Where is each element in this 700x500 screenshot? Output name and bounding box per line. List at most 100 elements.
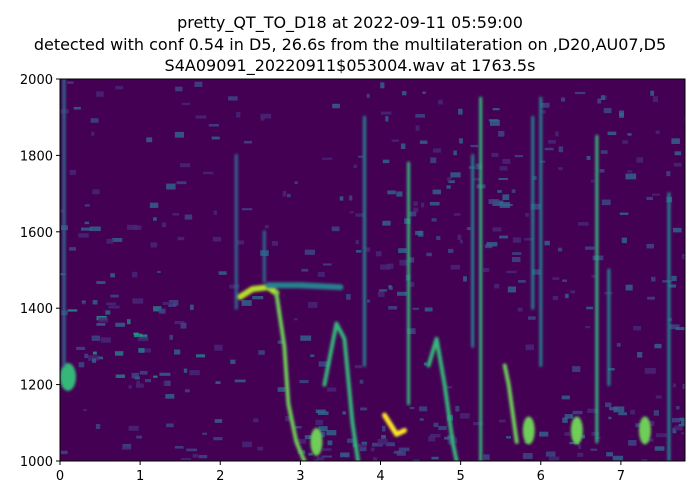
spectrogram-cell [371,442,383,447]
spectrogram-cell [133,333,143,338]
spectrogram-cell [214,419,223,423]
spectrogram-cell [388,306,398,310]
spectrogram-cell [561,395,570,400]
spectrogram-cell [499,235,508,239]
spectrogram-cell [293,318,298,321]
spectrogram-cell [322,448,332,451]
call-contour [274,290,307,461]
spectrogram-cell [169,334,173,340]
x-tick-label: 7 [617,469,625,484]
spectrogram-cell [381,435,387,439]
spectrogram-cell [294,426,302,429]
spectrogram-cell [370,447,375,452]
spectrogram-cell [502,194,510,201]
spectrogram-cell [177,236,185,241]
spectrogram-cell [359,379,364,384]
spectrogram-cell [574,91,586,95]
spectrogram-cell [397,291,407,296]
spectrogram-cell [402,91,407,96]
spectrogram-cell [69,247,76,251]
spectrogram-cell [415,230,423,236]
spectrogram-cell [153,375,158,378]
spectrogram-cell [396,191,403,197]
spectrogram-cell [448,180,455,184]
spectrogram-cell [80,227,92,231]
spectrogram-cell [91,335,101,341]
spectrogram-cell [159,372,171,376]
spectrogram-cell [666,171,671,177]
spectrogram-cell [681,432,685,435]
spectrogram-cell [562,279,567,282]
spectrogram-cell [315,409,326,414]
spectrogram-cell [675,327,685,331]
spectrogram-cell [644,367,656,374]
y-tick-label: 1400 [20,302,53,317]
spectrogram-cell [349,211,354,214]
spectrogram-cell [591,275,596,278]
spectrogram-cell [630,409,635,415]
spectrogram-cell [387,190,396,195]
spectrogram-cell [488,199,499,205]
spectrogram-cell [164,380,171,386]
spectrogram-cell [654,343,662,349]
spectrogram-cell [87,355,99,361]
spectrogram-cell [360,407,368,411]
spectrogram-cell [447,177,452,182]
spectrogram-cell [570,290,576,294]
spectrogram-cell [213,437,223,441]
spectrogram-cell [628,440,637,446]
spectrogram-cell [115,322,126,327]
spectrogram-cell [318,426,328,432]
spectrogram-cell [565,293,569,299]
spectrogram-cell [358,155,364,158]
spectrogram-cell [532,175,537,180]
spectrogram-cell [365,247,371,252]
spectrogram-cell [162,301,173,305]
spectrogram-cell [511,189,516,193]
chart-title-line-1: pretty_QT_TO_D18 at 2022-09-11 05:59:00 [177,13,523,32]
chart-title-line-3: S4A09091_20220911$053004.wav at 1763.5s [164,56,536,75]
spectrogram-cell [128,425,139,431]
spectrogram-cell [114,351,124,356]
spectrogram-cell [622,140,629,144]
spectrogram-cell [652,96,659,103]
spectrogram-cell [92,351,97,355]
spectrogram-cell [633,326,642,331]
spectrogram-cell [308,301,318,308]
spectrogram-cell [252,296,264,300]
spectrogram-cell [636,157,644,163]
y-axis: 1000 1200 1400 1600 1800 2000 [20,73,60,470]
spectrogram-cell [530,203,541,210]
spectrogram-cell [453,213,461,216]
spectrogram-cell [668,284,677,288]
spectrogram-cell [650,90,655,96]
spectrogram-cell [488,119,499,122]
spectrogram-cell [60,209,65,213]
spectrogram-cell [214,344,223,351]
spectrogram-cell [492,108,500,111]
call-contour [322,321,361,461]
y-tick-label: 1200 [20,379,53,394]
spectrogram-cell [135,383,144,388]
spectrogram-cell [241,300,252,306]
spectrogram-cell [296,439,307,444]
spectrogram-cell [560,97,566,102]
spectrogram-cell [391,139,399,142]
spectrogram-cell [517,279,526,283]
spectrogram-cell [590,448,598,451]
call-contour [382,412,408,437]
spectrogram-cell [512,252,522,255]
spectrogram-cell [366,299,371,303]
spectrogram-cell [183,368,188,373]
spectrogram-cell [174,131,185,138]
spectrogram-cell [599,169,605,173]
spectrogram-cell [607,368,615,371]
plot-frame [59,78,686,462]
spectrogram-cell [184,214,193,220]
spectrogram-cell [257,446,264,451]
spectrogram-cell [522,452,533,459]
spectrogram-cell [96,356,104,360]
spectrogram-cell [158,308,166,314]
spectrogram-cell [591,432,600,436]
